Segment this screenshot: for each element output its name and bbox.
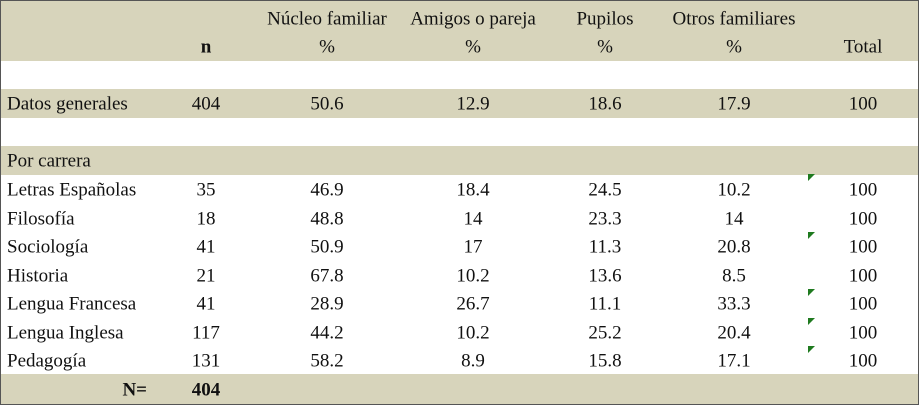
column-header: Pupilos <box>576 8 634 30</box>
cell: 18.4 <box>456 179 490 201</box>
cell: 35 <box>196 179 216 201</box>
cell: 14 <box>724 208 744 229</box>
cell: 17.9 <box>717 93 751 115</box>
row-label: Sociología <box>7 236 89 258</box>
column-header: Amigos o pareja <box>410 8 536 30</box>
cell: 13.6 <box>588 265 622 286</box>
cell: 100 <box>848 93 878 115</box>
cell: 44.2 <box>310 322 344 343</box>
column-header: Núcleo familiar <box>267 8 387 30</box>
unit-label: % <box>726 36 742 58</box>
unit-label: % <box>465 36 481 58</box>
footer-label: N= <box>122 379 147 401</box>
cell: 117 <box>192 322 220 343</box>
cell: 404 <box>191 93 221 115</box>
cell: 46.9 <box>310 179 344 201</box>
cell: 11.1 <box>588 293 622 315</box>
cell: 11.3 <box>588 236 622 258</box>
cell: 18 <box>196 208 216 229</box>
cell: 17 <box>463 236 483 258</box>
cell: 50.6 <box>310 93 344 115</box>
cell: 8.5 <box>722 265 746 286</box>
cell: 131 <box>191 350 221 372</box>
cell: 15.8 <box>588 350 622 372</box>
column-header: Otros familiares <box>672 8 796 30</box>
cell: 21 <box>196 265 216 286</box>
cell: 58.2 <box>310 350 344 372</box>
cell: 14 <box>463 208 483 229</box>
column-header: n <box>200 36 212 58</box>
cell: 100 <box>848 179 878 201</box>
cell: 25.2 <box>588 322 622 343</box>
section-label: Por carrera <box>7 150 91 172</box>
cell: 100 <box>848 208 878 229</box>
row-label: Filosofía <box>7 208 75 229</box>
cell: 10.2 <box>456 265 490 286</box>
comment-marker <box>808 174 815 181</box>
unit-label: % <box>597 36 613 58</box>
summary-band <box>1 89 918 118</box>
cell: 23.3 <box>588 208 622 229</box>
comment-marker <box>808 318 815 325</box>
cell: 100 <box>848 236 878 258</box>
comment-marker <box>808 289 815 296</box>
unit-label: % <box>319 36 335 58</box>
comment-marker <box>808 346 815 353</box>
cell: 10.2 <box>717 179 751 201</box>
cell: 12.9 <box>456 93 490 115</box>
footer-value: 404 <box>191 379 221 401</box>
section-band <box>1 146 918 175</box>
cell: 41 <box>196 293 216 315</box>
footer-band <box>1 374 918 404</box>
row-label: Datos generales <box>7 93 128 115</box>
cell: 50.9 <box>310 236 344 258</box>
cell: 10.2 <box>456 322 490 343</box>
comment-marker <box>808 232 815 239</box>
row-label: Lengua Inglesa <box>7 322 124 343</box>
row-label: Lengua Francesa <box>7 293 137 315</box>
column-header: Total <box>843 36 883 58</box>
cell: 18.6 <box>588 93 622 115</box>
row-label: Pedagogía <box>7 350 87 372</box>
cell: 48.8 <box>310 208 344 229</box>
cell: 24.5 <box>588 179 622 201</box>
cell: 8.9 <box>461 350 485 372</box>
cell: 100 <box>848 350 878 372</box>
header-band <box>1 1 918 61</box>
row-label: Historia <box>7 265 69 286</box>
cell: 17.1 <box>717 350 751 372</box>
cell: 28.9 <box>310 293 344 315</box>
cell: 67.8 <box>310 265 344 286</box>
cell: 20.8 <box>717 236 751 258</box>
cell: 33.3 <box>717 293 751 315</box>
cell: 26.7 <box>456 293 490 315</box>
cell: 20.4 <box>717 322 751 343</box>
cell: 41 <box>196 236 216 258</box>
row-label: Letras Españolas <box>7 179 137 201</box>
cell: 100 <box>848 265 878 286</box>
cell: 100 <box>848 293 878 315</box>
cell: 100 <box>848 322 878 343</box>
